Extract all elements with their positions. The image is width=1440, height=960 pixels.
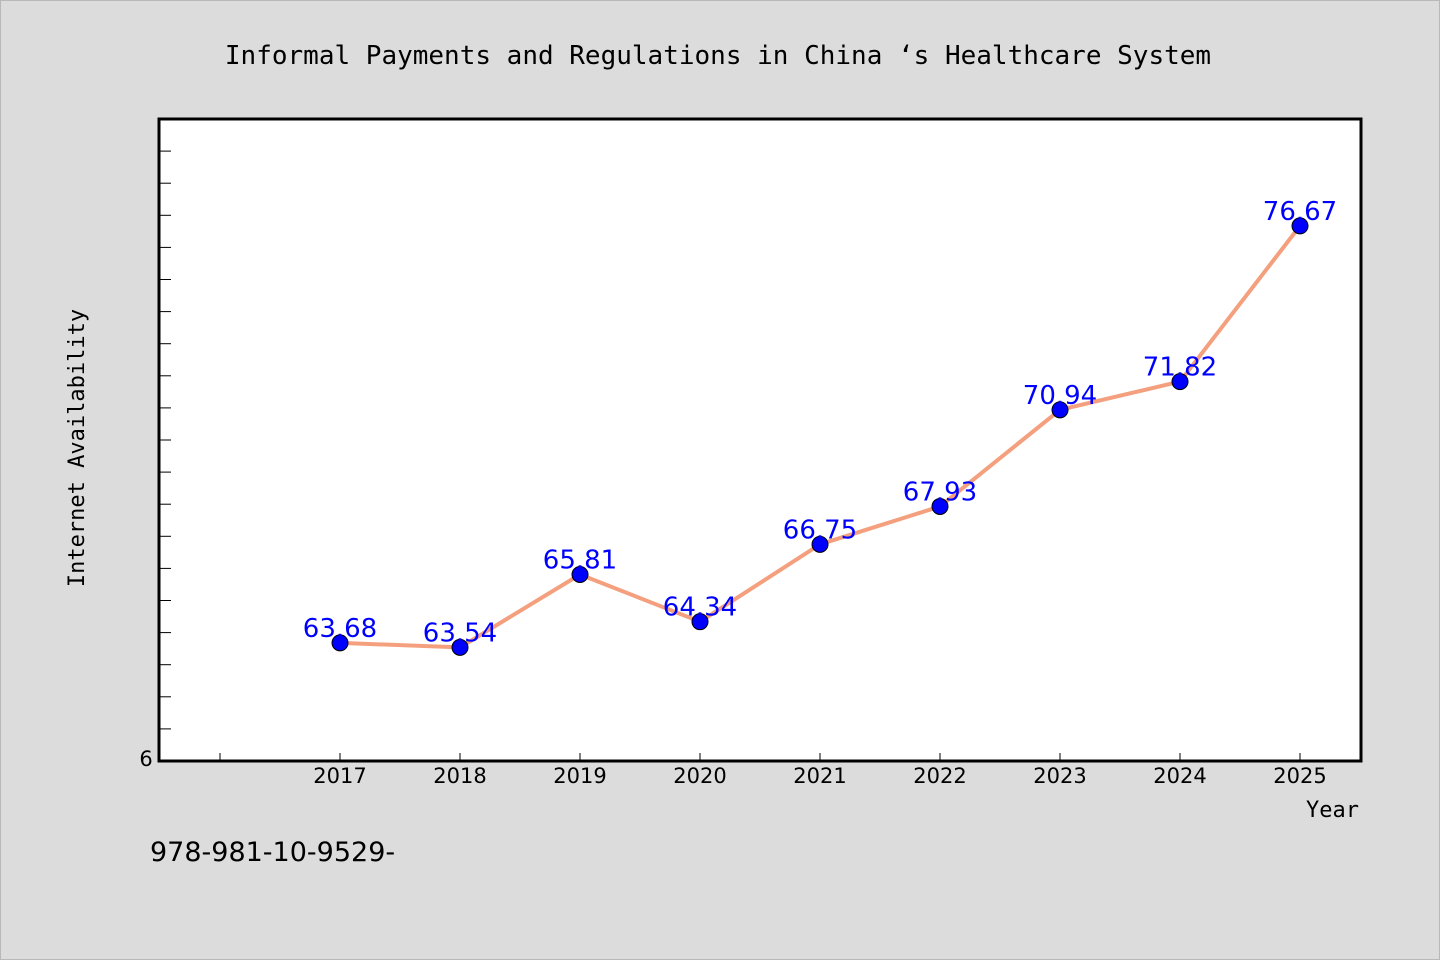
data-label: 64.34 (663, 593, 737, 623)
data-point (571, 565, 589, 583)
data-point (1171, 373, 1189, 391)
y-axis-ticks (159, 150, 171, 730)
data-label: 66.75 (783, 515, 857, 545)
data-label: 63.54 (423, 618, 497, 648)
data-point (1051, 401, 1069, 419)
series-layer: 63.68 63.54 65.81 64.34 66.75 67.93 70.94 71.82… (303, 197, 1337, 656)
x-tick-label: 2017 (313, 764, 366, 788)
plot-area (157, 117, 1363, 763)
x-axis-ticks: 2017 2018 2019 2020 2021 2022 2023 2024 2025 (219, 753, 1327, 788)
x-tick-label: 2020 (673, 764, 726, 788)
y-axis-label: Internet Availability (65, 309, 90, 587)
data-point (331, 634, 349, 652)
x-tick-label: 2022 (913, 764, 966, 788)
y-tick-label: 6 (139, 747, 152, 771)
x-tick-label: 2024 (1153, 764, 1206, 788)
data-point (451, 638, 469, 656)
x-tick-label: 2019 (553, 764, 606, 788)
data-point (691, 613, 709, 631)
x-tick-label: 2021 (793, 764, 846, 788)
data-label: 71.82 (1143, 353, 1217, 383)
x-tick-label: 2025 (1273, 764, 1326, 788)
x-axis-label: Year (1306, 798, 1359, 823)
data-label: 67.93 (903, 477, 977, 507)
x-tick-label: 2023 (1033, 764, 1086, 788)
data-label: 65.81 (543, 545, 617, 575)
data-label: 70.94 (1023, 381, 1097, 411)
data-point (1291, 217, 1309, 235)
x-tick-label: 2018 (433, 764, 486, 788)
data-label: 63.68 (303, 614, 377, 644)
data-point (811, 535, 829, 553)
footnote: 978-981-10-9529- (150, 837, 395, 868)
data-label: 76.67 (1263, 197, 1337, 227)
data-point (931, 497, 949, 515)
chart-title: Informal Payments and Regulations in Chi… (225, 41, 1211, 71)
